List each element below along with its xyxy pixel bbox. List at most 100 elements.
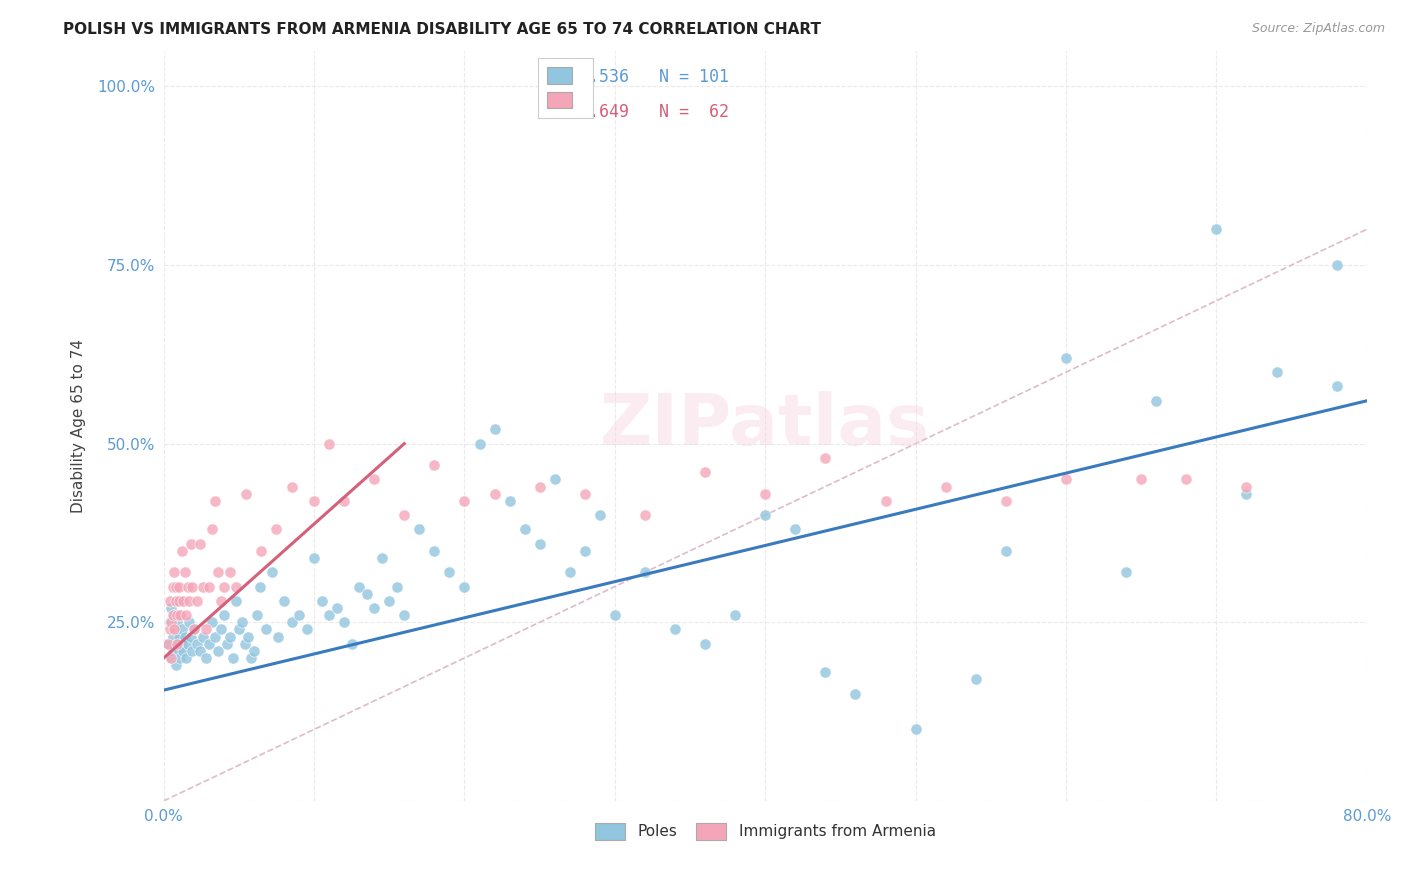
Point	[201, 522, 224, 536]
Point	[994, 544, 1017, 558]
Text: R = 0.536   N = 101: R = 0.536 N = 101	[538, 68, 730, 87]
Point	[544, 472, 567, 486]
Point	[194, 623, 217, 637]
Point	[183, 623, 205, 637]
Point	[191, 630, 214, 644]
Point	[254, 623, 277, 637]
Point	[288, 608, 311, 623]
Point	[204, 493, 226, 508]
Point	[170, 544, 193, 558]
Point	[1115, 566, 1137, 580]
Point	[1265, 365, 1288, 379]
Point	[1144, 393, 1167, 408]
Point	[1054, 351, 1077, 365]
Point	[212, 580, 235, 594]
Point	[159, 594, 181, 608]
Point	[814, 665, 837, 680]
Point	[340, 637, 363, 651]
Point	[163, 566, 186, 580]
Point	[167, 644, 190, 658]
Point	[169, 608, 191, 623]
Point	[844, 687, 866, 701]
Point	[318, 608, 340, 623]
Point	[318, 436, 340, 450]
Point	[231, 615, 253, 630]
Point	[188, 644, 211, 658]
Point	[191, 580, 214, 594]
Point	[172, 644, 194, 658]
Point	[302, 551, 325, 566]
Point	[162, 608, 184, 623]
Point	[311, 594, 333, 608]
Point	[408, 522, 430, 536]
Point	[693, 465, 716, 479]
Point	[1236, 479, 1258, 493]
Point	[267, 630, 290, 644]
Point	[453, 493, 475, 508]
Point	[212, 608, 235, 623]
Point	[186, 637, 208, 651]
Point	[163, 608, 186, 623]
Point	[1326, 258, 1348, 272]
Point	[170, 623, 193, 637]
Point	[693, 637, 716, 651]
Point	[160, 615, 183, 630]
Y-axis label: Disability Age 65 to 74: Disability Age 65 to 74	[72, 339, 86, 513]
Point	[273, 594, 295, 608]
Point	[166, 608, 188, 623]
Point	[225, 580, 247, 594]
Point	[468, 436, 491, 450]
Point	[173, 630, 195, 644]
Point	[394, 608, 416, 623]
Point	[218, 566, 240, 580]
Point	[159, 615, 181, 630]
Point	[166, 637, 188, 651]
Point	[167, 580, 190, 594]
Point	[423, 544, 446, 558]
Point	[1205, 222, 1227, 236]
Point	[173, 566, 195, 580]
Point	[186, 594, 208, 608]
Point	[754, 508, 776, 522]
Point	[484, 486, 506, 500]
Point	[169, 651, 191, 665]
Point	[163, 623, 186, 637]
Point	[246, 608, 269, 623]
Point	[163, 623, 186, 637]
Point	[347, 580, 370, 594]
Point	[529, 479, 551, 493]
Point	[162, 580, 184, 594]
Point	[194, 651, 217, 665]
Point	[1175, 472, 1198, 486]
Point	[225, 594, 247, 608]
Point	[785, 522, 807, 536]
Legend: Poles, Immigrants from Armenia: Poles, Immigrants from Armenia	[589, 817, 942, 846]
Point	[965, 673, 987, 687]
Point	[356, 587, 378, 601]
Point	[325, 601, 347, 615]
Point	[574, 544, 596, 558]
Point	[207, 644, 229, 658]
Point	[181, 580, 204, 594]
Point	[935, 479, 957, 493]
Point	[174, 608, 197, 623]
Point	[634, 508, 657, 522]
Point	[484, 422, 506, 436]
Point	[159, 623, 181, 637]
Point	[664, 623, 686, 637]
Point	[239, 651, 262, 665]
Point	[233, 637, 256, 651]
Point	[371, 551, 394, 566]
Point	[904, 723, 927, 737]
Point	[165, 594, 187, 608]
Point	[260, 566, 283, 580]
Point	[423, 458, 446, 472]
Text: R = 0.649   N =  62: R = 0.649 N = 62	[538, 103, 730, 120]
Point	[453, 580, 475, 594]
Point	[498, 493, 520, 508]
Point	[754, 486, 776, 500]
Point	[160, 651, 183, 665]
Point	[228, 623, 250, 637]
Point	[724, 608, 747, 623]
Point	[181, 644, 204, 658]
